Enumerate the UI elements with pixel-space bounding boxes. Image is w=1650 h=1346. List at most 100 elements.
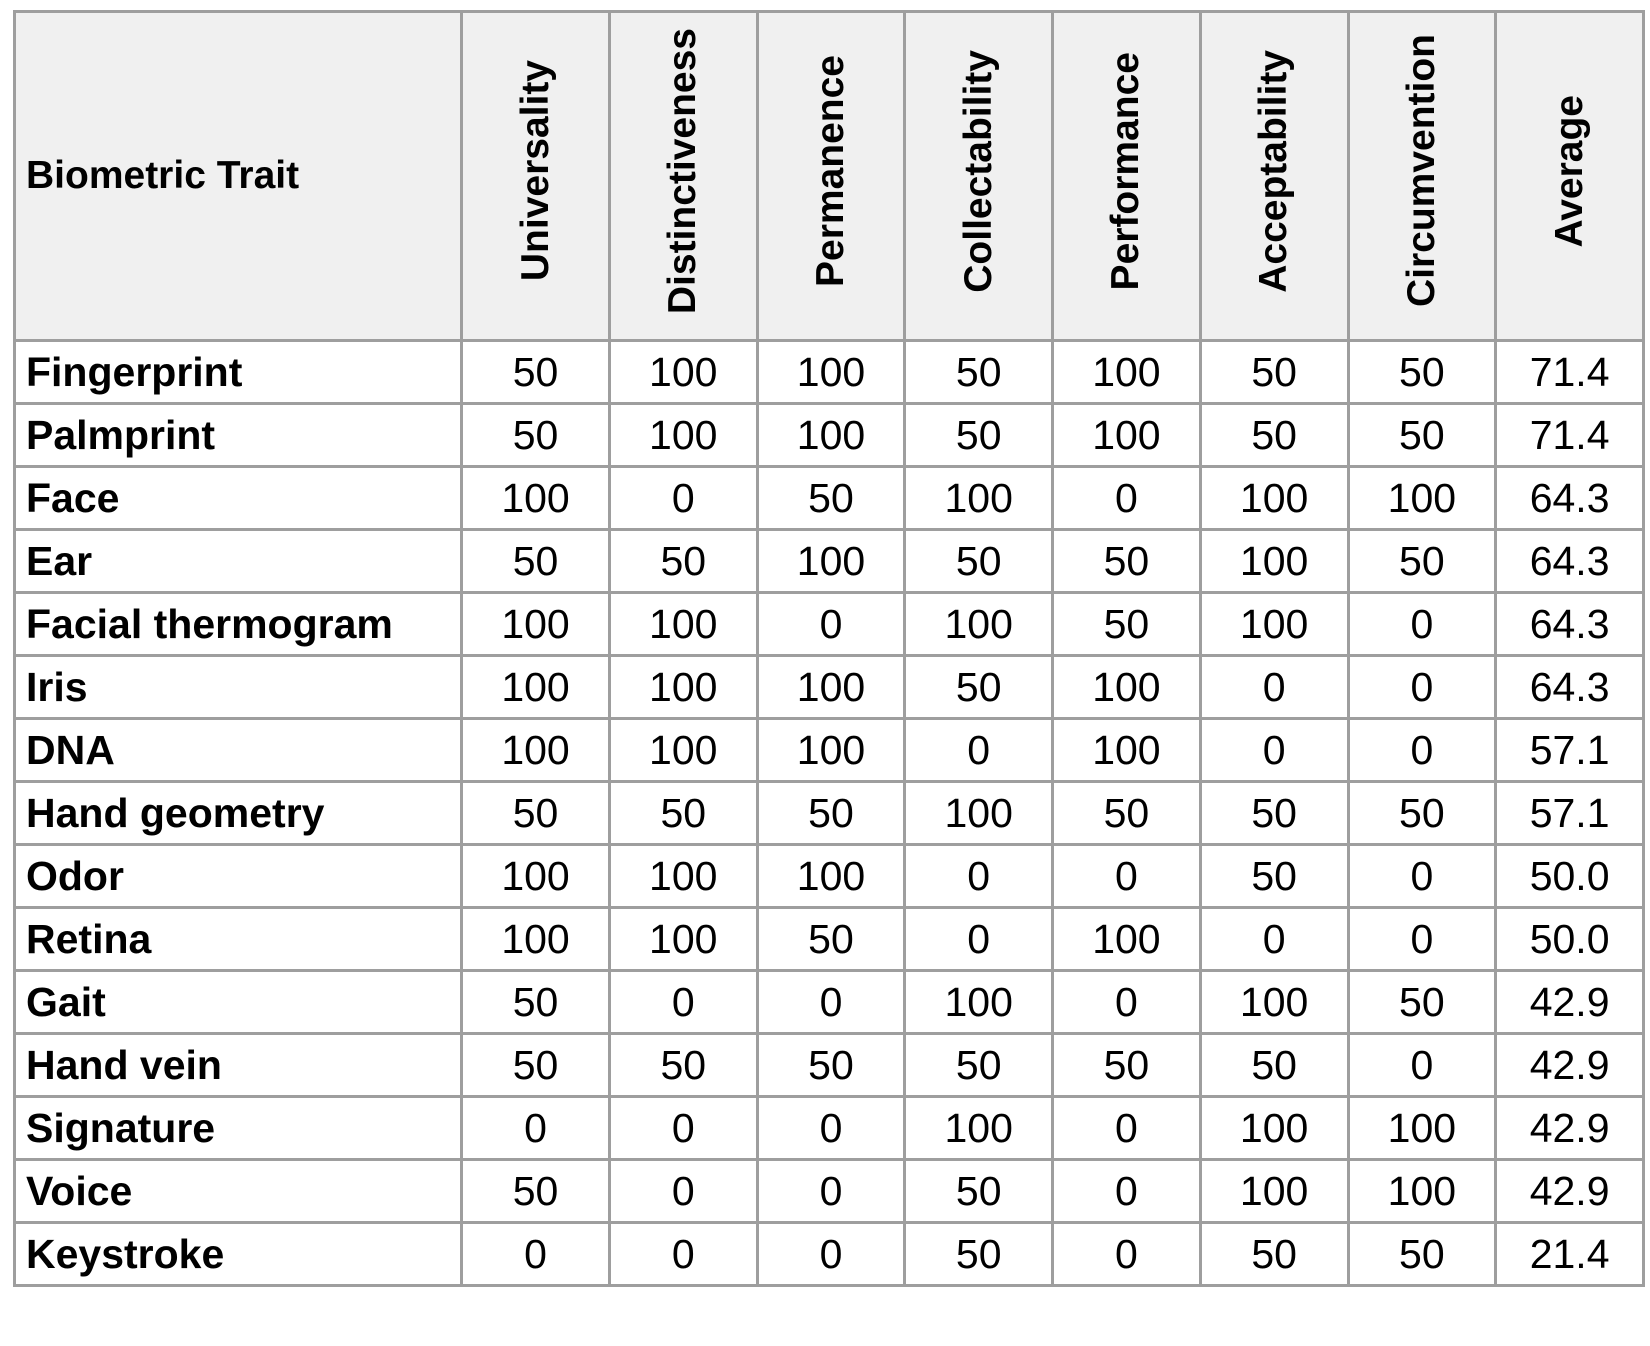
score-cell: 100 xyxy=(903,1095,1055,1161)
score-cell: 0 xyxy=(1346,1032,1498,1098)
score-cell: 100 xyxy=(1198,1095,1350,1161)
score-cell: 0 xyxy=(1051,465,1202,531)
column-header: Universality xyxy=(460,10,611,342)
score-cell: 50 xyxy=(460,339,611,405)
table-frame: Biometric Trait Universality Distinctive… xyxy=(12,10,1645,1336)
score-cell: 50 xyxy=(1198,780,1350,846)
average-cell: 21.4 xyxy=(1494,1221,1645,1287)
trait-name-cell: Gait xyxy=(12,969,464,1035)
trait-name-cell: Hand geometry xyxy=(12,780,464,846)
trait-name-cell: Facial thermogram xyxy=(12,591,464,657)
column-header-label: Distinctiveness xyxy=(661,27,705,315)
trait-name-cell: Ear xyxy=(12,528,464,594)
score-cell: 100 xyxy=(460,717,611,783)
table-row: Palmprint 50 100 100 50 100 50 50 71.4 xyxy=(12,402,1645,468)
score-cell: 0 xyxy=(1198,717,1350,783)
score-cell: 100 xyxy=(460,465,611,531)
score-cell: 50 xyxy=(1051,1032,1202,1098)
table-row: Hand geometry 50 50 50 100 50 50 50 57.1 xyxy=(12,780,1645,846)
trait-name-cell: Odor xyxy=(12,843,464,909)
score-cell: 100 xyxy=(903,465,1055,531)
trait-name-cell: Signature xyxy=(12,1095,464,1161)
score-cell: 0 xyxy=(460,1095,611,1161)
score-cell: 0 xyxy=(1051,1095,1202,1161)
average-cell: 64.3 xyxy=(1494,591,1645,657)
trait-name-cell: Hand vein xyxy=(12,1032,464,1098)
average-cell: 64.3 xyxy=(1494,465,1645,531)
score-cell: 50 xyxy=(607,780,759,846)
column-header: Distinctiveness xyxy=(607,10,759,342)
score-cell: 0 xyxy=(1198,906,1350,972)
score-cell: 100 xyxy=(755,339,907,405)
score-cell: 50 xyxy=(903,654,1055,720)
score-cell: 100 xyxy=(460,591,611,657)
score-cell: 50 xyxy=(1346,969,1498,1035)
score-cell: 50 xyxy=(607,528,759,594)
average-cell: 50.0 xyxy=(1494,843,1645,909)
column-header-label: Circumvention xyxy=(1399,34,1443,308)
table-row: Odor 100 100 100 0 0 50 0 50.0 xyxy=(12,843,1645,909)
column-header: Performance xyxy=(1051,10,1202,342)
score-cell: 50 xyxy=(1051,780,1202,846)
score-cell: 100 xyxy=(607,654,759,720)
average-cell: 64.3 xyxy=(1494,528,1645,594)
score-cell: 50 xyxy=(755,465,907,531)
column-header-label: Collectability xyxy=(956,49,1000,293)
score-cell: 0 xyxy=(607,969,759,1035)
score-cell: 50 xyxy=(755,780,907,846)
table-row: Signature 0 0 0 100 0 100 100 42.9 xyxy=(12,1095,1645,1161)
score-cell: 0 xyxy=(1051,843,1202,909)
average-cell: 42.9 xyxy=(1494,969,1645,1035)
table-row: Iris 100 100 100 50 100 0 0 64.3 xyxy=(12,654,1645,720)
column-header: Collectability xyxy=(903,10,1055,342)
column-header: Acceptability xyxy=(1198,10,1350,342)
score-cell: 50 xyxy=(1346,339,1498,405)
table-row: Keystroke 0 0 0 50 0 50 50 21.4 xyxy=(12,1221,1645,1287)
score-cell: 0 xyxy=(607,1095,759,1161)
score-cell: 100 xyxy=(755,402,907,468)
score-cell: 50 xyxy=(1198,339,1350,405)
score-cell: 50 xyxy=(1346,528,1498,594)
score-cell: 50 xyxy=(460,969,611,1035)
score-cell: 0 xyxy=(607,465,759,531)
average-cell: 71.4 xyxy=(1494,402,1645,468)
average-cell: 42.9 xyxy=(1494,1095,1645,1161)
score-cell: 0 xyxy=(607,1158,759,1224)
score-cell: 50 xyxy=(903,1032,1055,1098)
average-cell: 71.4 xyxy=(1494,339,1645,405)
score-cell: 50 xyxy=(755,906,907,972)
trait-name-cell: Palmprint xyxy=(12,402,464,468)
trait-name-cell: Fingerprint xyxy=(12,339,464,405)
score-cell: 100 xyxy=(755,843,907,909)
score-cell: 100 xyxy=(1198,465,1350,531)
score-cell: 50 xyxy=(607,1032,759,1098)
average-cell: 50.0 xyxy=(1494,906,1645,972)
score-cell: 100 xyxy=(1198,969,1350,1035)
score-cell: 0 xyxy=(1346,906,1498,972)
score-cell: 0 xyxy=(1346,843,1498,909)
score-cell: 50 xyxy=(1198,843,1350,909)
column-header-label: Acceptability xyxy=(1252,49,1296,293)
column-header: Permanence xyxy=(755,10,907,342)
score-cell: 50 xyxy=(1346,402,1498,468)
score-cell: 100 xyxy=(607,402,759,468)
column-header-label: Performance xyxy=(1104,51,1148,291)
score-cell: 0 xyxy=(1198,654,1350,720)
average-cell: 57.1 xyxy=(1494,780,1645,846)
table-row: Voice 50 0 0 50 0 100 100 42.9 xyxy=(12,1158,1645,1224)
score-cell: 100 xyxy=(755,528,907,594)
table-row: Gait 50 0 0 100 0 100 50 42.9 xyxy=(12,969,1645,1035)
column-header-label: Universality xyxy=(513,60,557,282)
trait-name-cell: Iris xyxy=(12,654,464,720)
score-cell: 50 xyxy=(460,1158,611,1224)
average-cell: 64.3 xyxy=(1494,654,1645,720)
score-cell: 100 xyxy=(903,969,1055,1035)
score-cell: 0 xyxy=(1051,1221,1202,1287)
score-cell: 100 xyxy=(903,591,1055,657)
score-cell: 100 xyxy=(1051,402,1202,468)
score-cell: 0 xyxy=(755,591,907,657)
trait-name-cell: Voice xyxy=(12,1158,464,1224)
score-cell: 50 xyxy=(755,1032,907,1098)
score-cell: 50 xyxy=(1346,780,1498,846)
score-cell: 0 xyxy=(755,1221,907,1287)
